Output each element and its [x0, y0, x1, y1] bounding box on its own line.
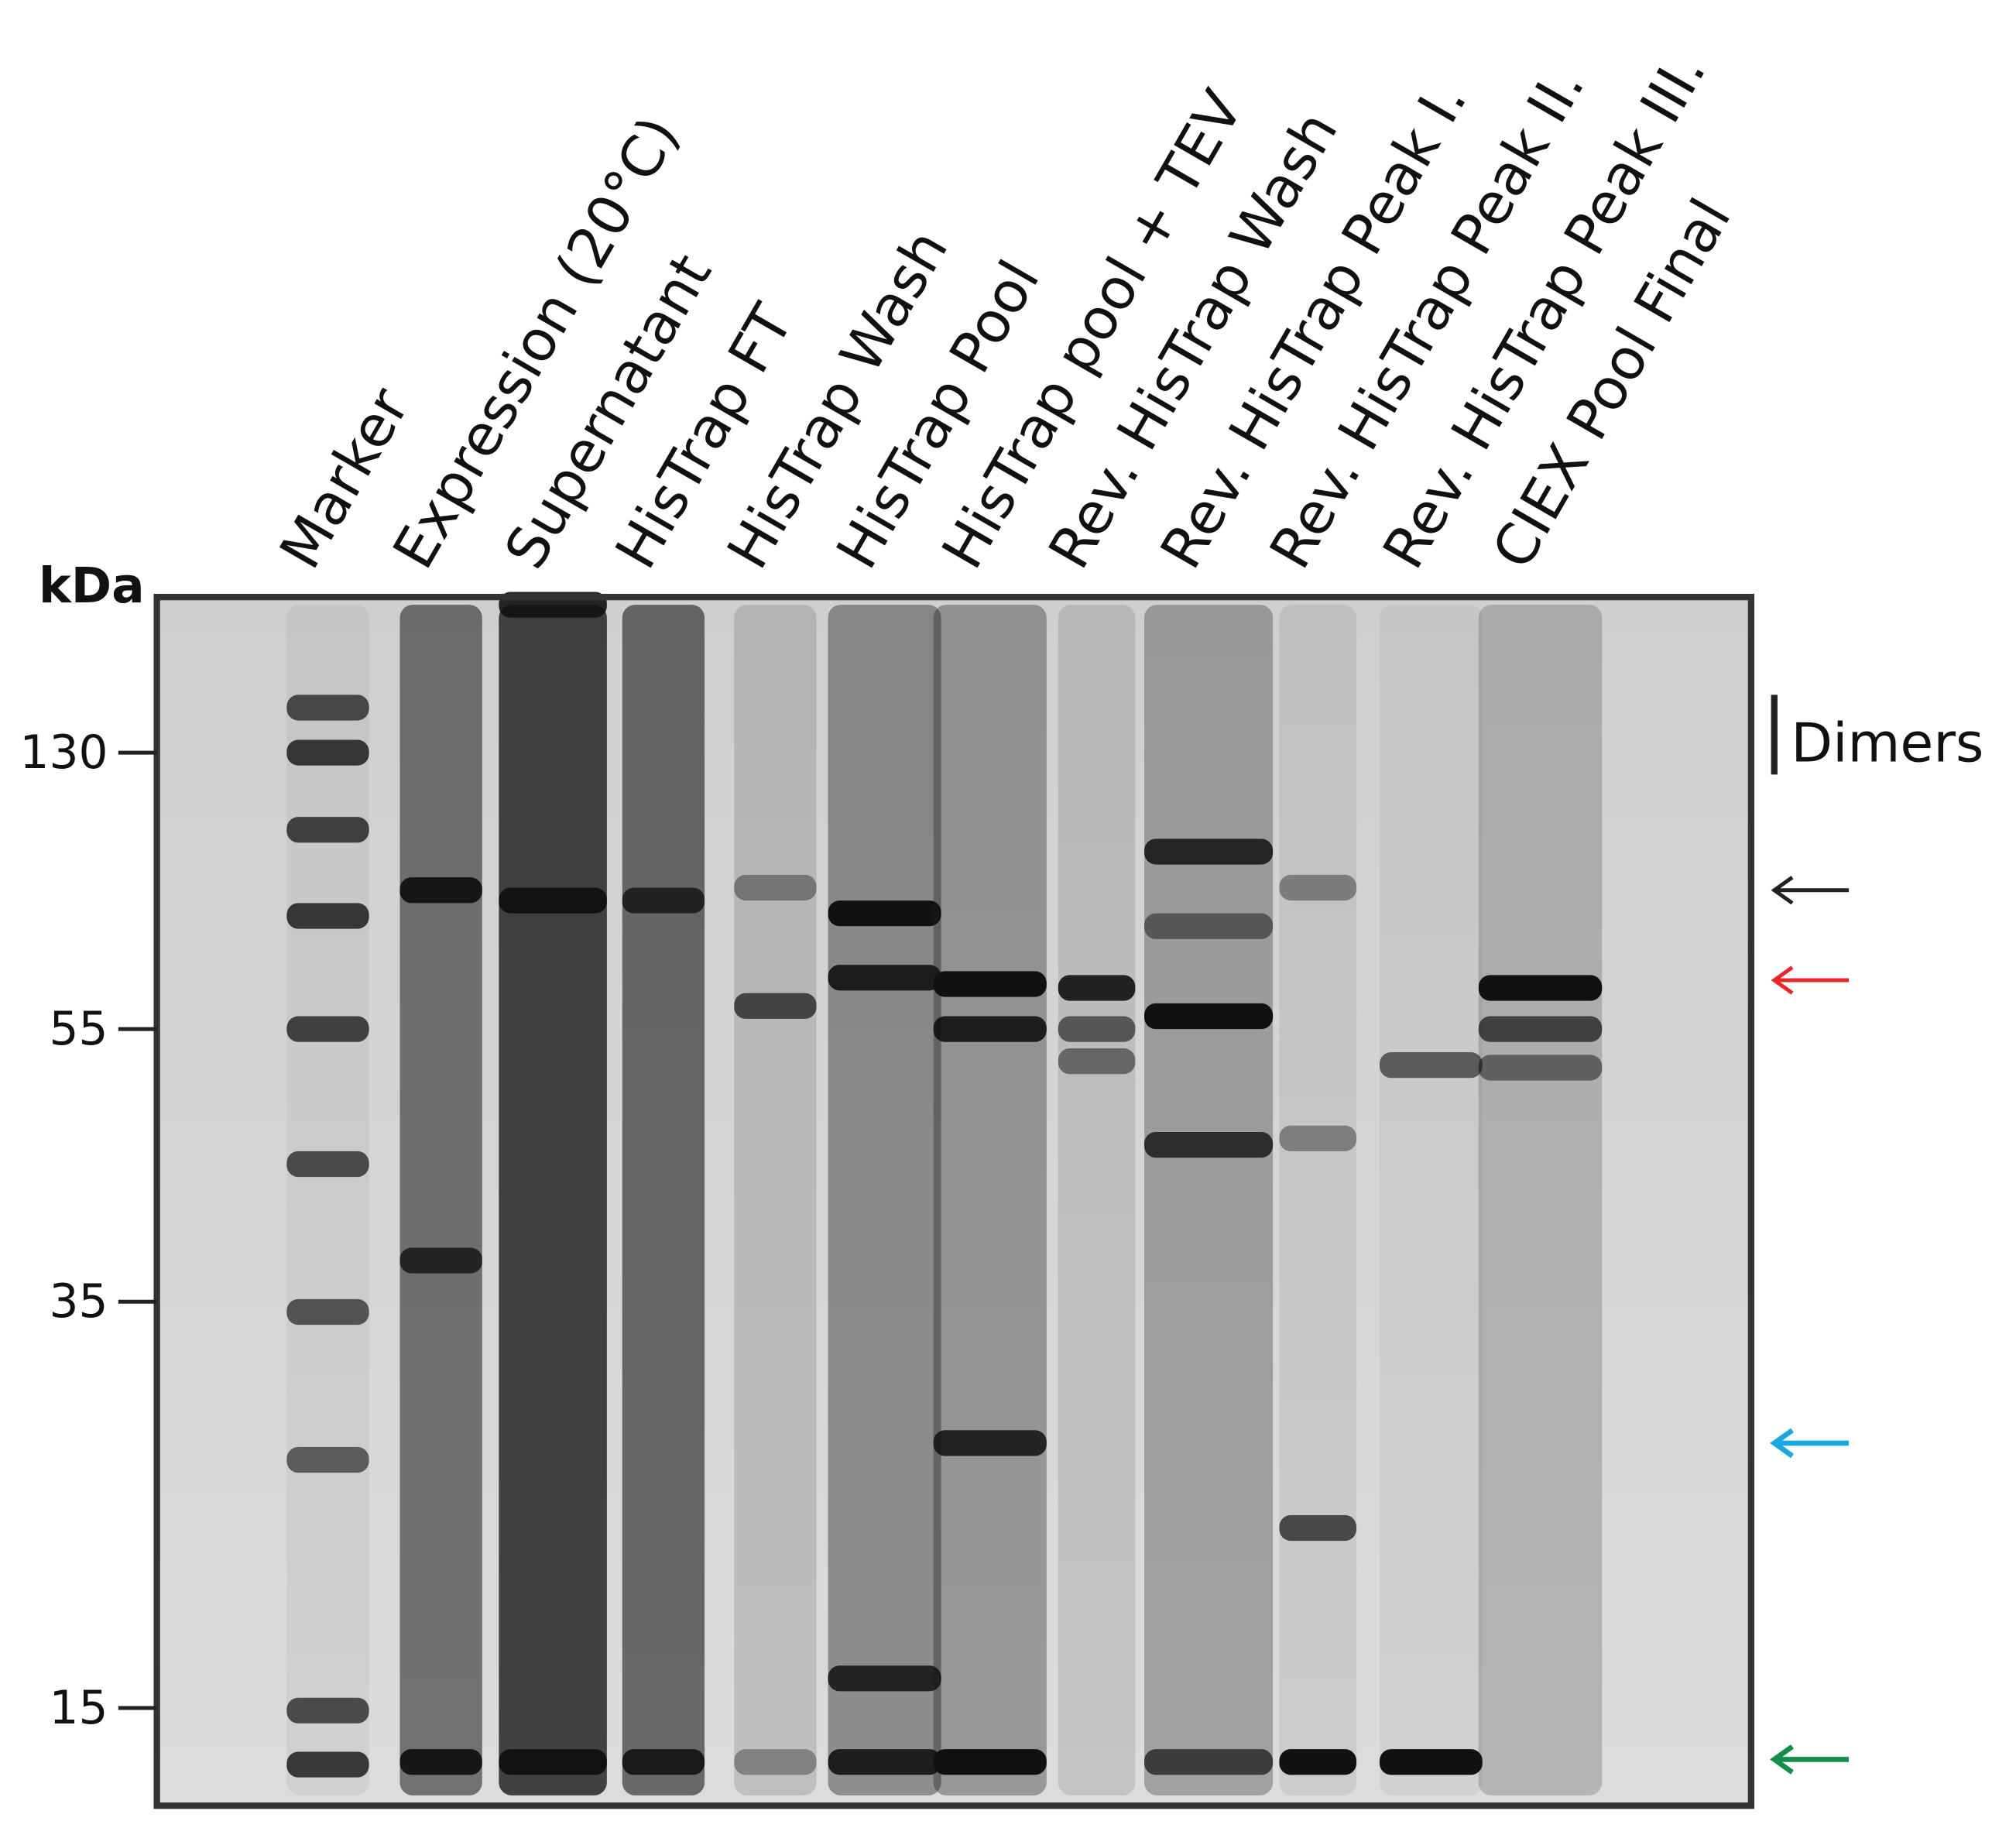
- band: [734, 874, 817, 901]
- band: [1058, 1016, 1136, 1042]
- lane-smear: [1144, 605, 1274, 1795]
- band: [1144, 1003, 1274, 1030]
- band: [286, 1298, 369, 1326]
- band: [622, 1749, 705, 1775]
- band: [499, 887, 607, 914]
- lane-smear: [734, 605, 817, 1795]
- arrow-green: [1770, 1744, 1850, 1775]
- band: [286, 1151, 369, 1178]
- band: [828, 900, 941, 927]
- band: [286, 903, 369, 929]
- tick-label: 35: [49, 1275, 108, 1329]
- axis-label: kDa: [39, 557, 145, 614]
- band: [1144, 839, 1274, 865]
- band: [828, 965, 941, 991]
- band: [1478, 975, 1603, 1001]
- lane-smear: [933, 605, 1047, 1795]
- band: [286, 1016, 369, 1042]
- band: [933, 1749, 1047, 1775]
- band: [1478, 1016, 1603, 1042]
- band: [622, 887, 705, 914]
- lane-smear: [1379, 605, 1483, 1795]
- band: [933, 1016, 1047, 1042]
- arrow-black: [1771, 876, 1850, 905]
- lane-smear: [1058, 605, 1136, 1795]
- band: [1144, 1131, 1274, 1158]
- band: [734, 1749, 817, 1775]
- arrow-red: [1771, 965, 1850, 995]
- annotation: Dimers: [1791, 712, 1983, 775]
- band: [286, 1697, 369, 1723]
- ticks: 130 55 35 15: [19, 726, 157, 1735]
- band: [286, 1751, 369, 1778]
- band: [1144, 913, 1274, 939]
- band: [286, 739, 369, 766]
- lane-smear: [499, 605, 607, 1795]
- band: [1379, 1052, 1483, 1079]
- tick-label: 130: [19, 726, 108, 780]
- band: [399, 1247, 482, 1274]
- bands: [286, 592, 1603, 1795]
- lane-smear: [828, 605, 941, 1795]
- band: [1058, 1048, 1136, 1075]
- band: [1279, 1514, 1357, 1542]
- band: [828, 1665, 941, 1692]
- band: [399, 1749, 482, 1775]
- band: [1279, 1749, 1357, 1775]
- arrows: [1770, 876, 1850, 1775]
- lane-smear: [1279, 605, 1357, 1795]
- band: [1478, 1055, 1603, 1081]
- band: [286, 817, 369, 843]
- band: [1144, 1749, 1274, 1775]
- band: [734, 993, 817, 1019]
- band: [933, 971, 1047, 997]
- band: [1279, 874, 1357, 901]
- band: [933, 1430, 1047, 1456]
- band: [828, 1749, 941, 1775]
- lane-smear: [286, 605, 369, 1795]
- band: [1279, 1125, 1357, 1151]
- lane-smear: [1478, 605, 1603, 1795]
- band: [499, 1749, 607, 1775]
- gel-frame: [153, 593, 1755, 1809]
- band: [399, 877, 482, 904]
- band: [286, 695, 369, 721]
- tick-label: 15: [49, 1682, 108, 1735]
- band: [1058, 975, 1136, 1001]
- lane-smear: [622, 605, 705, 1795]
- band: [286, 1446, 369, 1473]
- tick-label: 55: [49, 1003, 108, 1056]
- lane-smear: [399, 605, 482, 1795]
- band: [1379, 1749, 1483, 1775]
- arrow-blue: [1770, 1428, 1850, 1459]
